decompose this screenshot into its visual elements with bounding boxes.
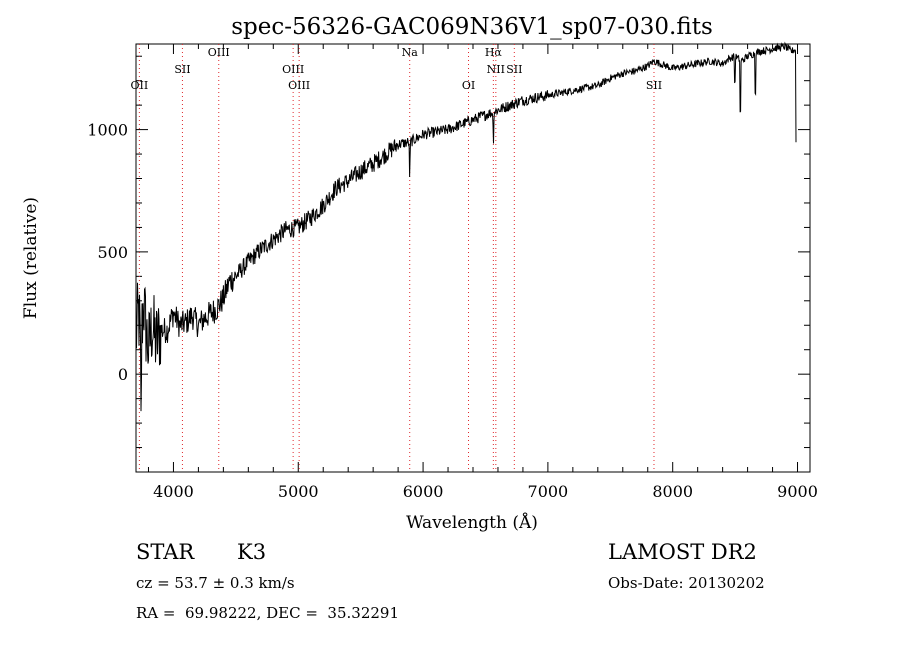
- line-marker-label: SII: [506, 63, 522, 76]
- line-marker-label: OI: [462, 79, 475, 92]
- line-marker-label: OIII: [208, 46, 230, 59]
- coordinates: RA = 69.98222, DEC = 35.32291: [136, 604, 400, 622]
- survey-name: LAMOST DR2: [608, 540, 757, 564]
- y-axis-label: Flux (relative): [21, 197, 41, 319]
- spectrum-line: [135, 41, 797, 412]
- chart-title: spec-56326-GAC069N36V1_sp07-030.fits: [231, 14, 713, 40]
- line-marker-label: OII: [131, 79, 149, 92]
- x-tick-label: 4000: [153, 482, 194, 501]
- y-axis-ticks: 0 500 1000: [87, 121, 810, 384]
- redshift-velocity: cz = 53.7 ± 0.3 km/s: [136, 574, 295, 592]
- x-tick-label: 5000: [278, 482, 319, 501]
- line-marker-label: OIII: [282, 63, 304, 76]
- minor-ticks: [136, 44, 810, 472]
- x-tick-label: 8000: [652, 482, 693, 501]
- line-marker-label: Hα: [485, 46, 503, 59]
- object-class: STAR: [136, 540, 195, 564]
- x-tick-label: 9000: [777, 482, 818, 501]
- line-marker-label: NII: [487, 63, 505, 76]
- line-marker-label: SII: [174, 63, 190, 76]
- x-axis-label: Wavelength (Å): [406, 512, 538, 533]
- line-marker-label: SII: [646, 79, 662, 92]
- plot-frame: [135, 43, 811, 473]
- line-marker-label: OIII: [288, 79, 310, 92]
- y-tick-label: 0: [118, 365, 128, 384]
- x-axis-ticks: 4000 5000 6000 7000 8000 9000: [153, 44, 818, 501]
- y-tick-label: 1000: [87, 121, 128, 140]
- line-marker-label: Na: [402, 46, 419, 59]
- x-tick-label: 6000: [403, 482, 444, 501]
- y-tick-label: 500: [97, 243, 128, 262]
- object-subclass: K3: [237, 540, 267, 564]
- observation-date: Obs-Date: 20130202: [608, 574, 765, 592]
- x-tick-label: 7000: [528, 482, 569, 501]
